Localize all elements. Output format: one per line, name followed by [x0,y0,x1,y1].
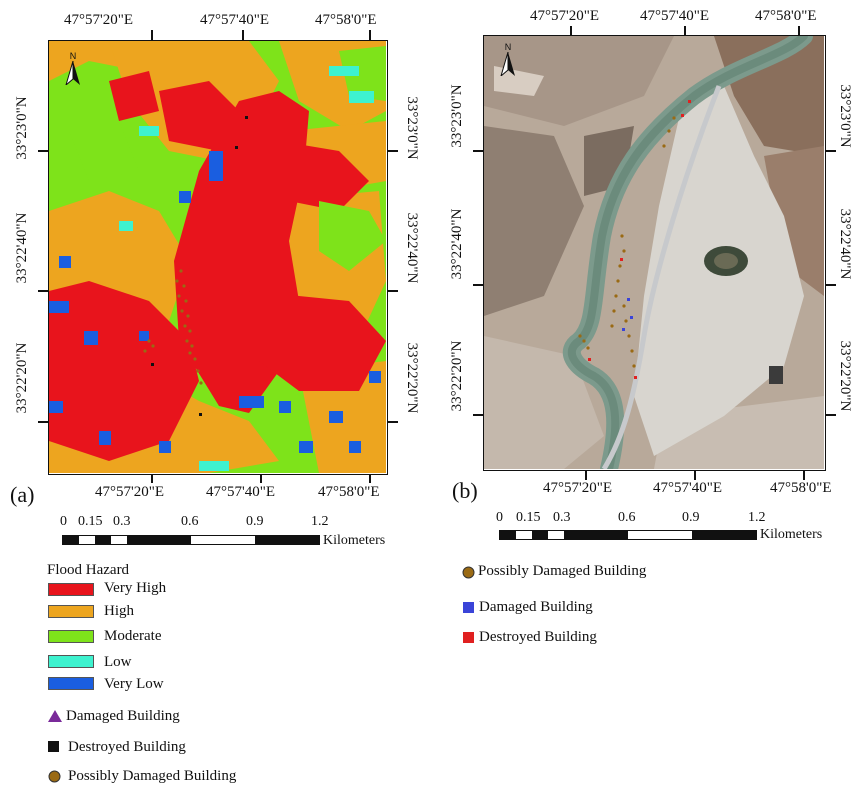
panel-a-left-coord-1: 33°22'20"N [14,342,30,414]
panel-b-right-coord-2: 33°22'40"N [837,208,853,280]
panel-a-left-coord-3: 33°23'0"N [14,96,30,160]
panel-b-top-coord-2: 47°57'40"E [640,8,709,24]
satellite-image [484,36,824,470]
tick [151,30,153,40]
triangle-icon [48,710,62,722]
tick [826,284,836,286]
panel-b-right-coord-1: 33°22'20"N [837,340,853,412]
tick [585,471,587,480]
scale-unit: Kilometers [323,533,386,548]
flood-hazard-map[interactable]: N [48,40,388,475]
legend-label-low: Low [104,654,132,670]
north-label: N [504,42,512,52]
panel-a-top-coord-2: 47°57'40"E [200,12,269,28]
panel-b-left-coord-2: 33°22'40"N [449,208,465,280]
tick [369,30,371,40]
panel-b-left-coord-1: 33°22'20"N [449,340,465,412]
panel-a-bottom-coord-2: 47°57'40"E [206,484,275,500]
panel-b-label: (b) [452,478,478,503]
legend-swatch-low [48,655,94,668]
panel-a-right-coord-1: 33°22'20"N [404,342,420,414]
scale-bar-graphic [499,530,757,540]
north-label: N [69,51,77,61]
tick [473,414,483,416]
tick [388,150,398,152]
circle-icon [48,770,61,783]
square-icon [48,741,59,752]
panel-a-top-coord-1: 47°57'20"E [64,12,133,28]
scale-tick-06: 0.6 [181,514,199,529]
legend-label-very-high: Very High [104,580,167,596]
tick [798,26,800,35]
panel-a-right-coord-3: 33°23'0"N [404,96,420,160]
panel-a-label: (a) [10,482,35,507]
tick [826,414,836,416]
tick [473,284,483,286]
legend-label-destroyed: Destroyed Building [479,629,597,645]
legend-swatch-high [48,605,94,618]
tick [260,475,262,483]
legend-label-destroyed: Destroyed Building [68,739,186,755]
square-icon [463,602,474,613]
scale-tick-015: 0.15 [516,510,541,525]
scale-tick-12: 1.2 [748,510,766,525]
tick [242,30,244,40]
panel-b-bottom-coord-2: 47°57'40"E [653,480,722,496]
panel-a-left-coord-2: 33°22'40"N [14,212,30,284]
scale-tick-06: 0.6 [618,510,636,525]
tick [826,150,836,152]
tick [388,421,398,423]
tick [694,471,696,480]
tick [684,26,686,35]
tick [38,421,48,423]
tick [473,150,483,152]
tick [803,471,805,480]
panel-b-top-coord-1: 47°57'20"E [530,8,599,24]
flood-hazard-raster [49,41,386,473]
legend-title: Flood Hazard [47,562,130,578]
legend-label-possibly-damaged: Possibly Damaged Building [68,768,237,784]
tick [369,475,371,483]
scale-tick-12: 1.2 [311,514,329,529]
legend-swatch-very-low [48,677,94,690]
legend-label-possibly-damaged: Possibly Damaged Building [478,563,647,579]
legend-swatch-very-high [48,583,94,596]
scale-tick-015: 0.15 [78,514,103,529]
scale-tick-09: 0.9 [246,514,264,529]
scale-tick-09: 0.9 [682,510,700,525]
tick [38,290,48,292]
circle-icon [462,566,475,579]
scale-bar-graphic [62,535,320,545]
legend-label-damaged: Damaged Building [479,599,593,615]
panel-b-left-coord-3: 33°23'0"N [449,84,465,148]
tick [151,475,153,483]
legend-label-damaged: Damaged Building [66,708,180,724]
legend-label-high: High [104,603,134,619]
legend-swatch-moderate [48,630,94,643]
satellite-map[interactable]: N [483,35,826,471]
panel-b-bottom-coord-3: 47°58'0"E [770,480,832,496]
north-arrow-icon: N [498,42,518,78]
panel-b-bottom-coord-1: 47°57'20"E [543,480,612,496]
tick [388,290,398,292]
legend-label-moderate: Moderate [104,628,162,644]
scale-tick-03: 0.3 [553,510,571,525]
panel-a-bottom-coord-3: 47°58'0"E [318,484,380,500]
panel-a-top-coord-3: 47°58'0"E [315,12,377,28]
scale-tick-03: 0.3 [113,514,131,529]
tick [570,26,572,35]
tick [38,150,48,152]
panel-a-bottom-coord-1: 47°57'20"E [95,484,164,500]
scale-tick-0: 0 [60,514,67,529]
panel-a-right-coord-2: 33°22'40"N [404,212,420,284]
panel-b-top-coord-3: 47°58'0"E [755,8,817,24]
legend-label-very-low: Very Low [104,676,164,692]
square-icon [463,632,474,643]
north-arrow-icon: N [63,51,83,87]
panel-b-right-coord-3: 33°23'0"N [837,84,853,148]
scale-unit: Kilometers [760,527,823,542]
scale-tick-0: 0 [496,510,503,525]
